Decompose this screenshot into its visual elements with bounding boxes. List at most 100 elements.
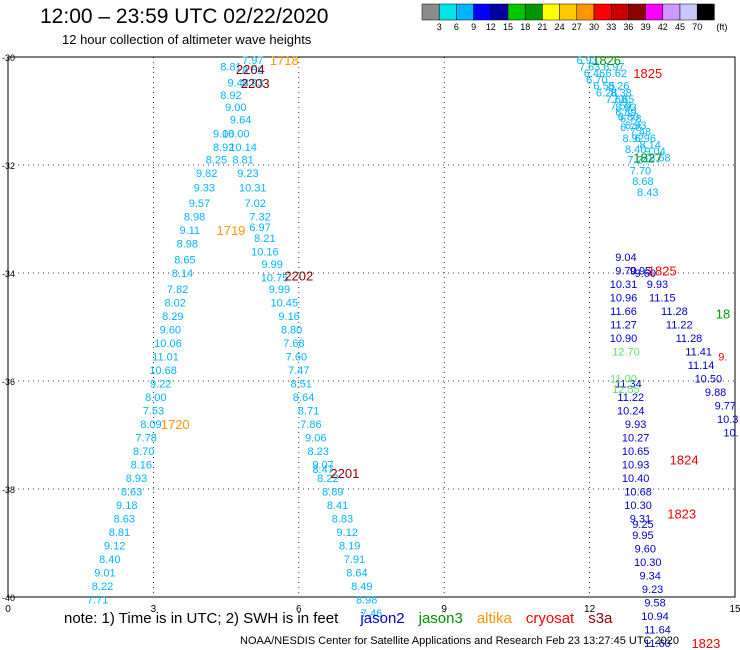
wave-height-value: 9.11: [179, 225, 200, 237]
wave-height-value: 7.82: [167, 284, 188, 296]
wave-height-value: 11.28: [661, 306, 688, 318]
wave-height-value: 8.38: [610, 88, 631, 100]
wave-height-value: 10.30: [624, 500, 652, 512]
wave-height-value: 11.28: [676, 333, 703, 345]
wave-height-value: 8.21: [254, 233, 275, 245]
wave-height-value: 7.48: [630, 127, 651, 139]
wave-height-value: 8.63: [114, 514, 135, 526]
wave-height-value: 10.75: [261, 272, 289, 284]
wave-height-value: 10.14: [229, 142, 257, 154]
wave-height-value: 10.30: [634, 557, 662, 569]
wave-height-value: 9.: [718, 352, 727, 364]
wave-height-value: 7.70: [630, 165, 651, 177]
track-label: 2203: [241, 76, 270, 91]
wave-height-value: 9.77: [715, 400, 736, 412]
wave-height-value: 6.97: [603, 62, 624, 74]
wave-height-value: 10.31: [239, 183, 267, 195]
note-text: note: 1) Time is in UTC; 2) SWH is in fe…: [64, 610, 339, 627]
wave-height-value: 8.40: [625, 144, 646, 156]
wave-height-value: 10.00: [222, 129, 250, 141]
wave-height-value: 9.99: [261, 259, 282, 271]
wave-height-value: 8.65: [174, 255, 195, 267]
x-tick-label: 9: [441, 604, 447, 615]
y-tick-label: -30: [2, 53, 15, 63]
plot-frame: [7, 56, 736, 598]
wave-height-value: 9.16: [278, 311, 299, 323]
wave-height-value: 8.14: [172, 268, 193, 280]
satellite-legend-item: s3a: [588, 610, 613, 627]
wave-height-value: 8.00: [145, 392, 166, 404]
track-label: 18: [716, 307, 730, 322]
wave-height-value: 8.92: [623, 133, 644, 145]
track-label: 1825: [648, 263, 677, 278]
x-tick-label: 0: [5, 604, 11, 615]
track-label: 1825: [633, 66, 662, 81]
wave-height-value: 6.93: [625, 120, 646, 132]
wave-height-value: 9.07: [312, 460, 333, 472]
wave-height-value: 11.01: [152, 352, 179, 364]
wave-height-value: 9.82: [196, 168, 217, 180]
wave-height-value: 8.19: [339, 541, 360, 553]
wave-height-value: 6.78: [620, 114, 641, 126]
wave-height-value: 9.99: [269, 284, 290, 296]
wave-height-value: 9.18: [116, 500, 137, 512]
colorbar-label: 12: [486, 22, 496, 32]
wave-height-value: 9.22: [150, 379, 171, 391]
wave-height-value: 7.65: [613, 94, 634, 106]
wave-height-value: 9.57: [189, 198, 210, 210]
wave-height-value: 10.27: [622, 433, 650, 445]
wave-height-value: 8.49: [351, 581, 372, 593]
wave-height-value: 11.14: [688, 360, 715, 372]
colorbar-label: 36: [623, 22, 633, 32]
wave-height-value: 10.93: [622, 460, 650, 472]
wave-height-value: 6.97: [249, 222, 270, 234]
y-tick-label: -36: [2, 377, 15, 387]
wave-height-value: 9.06: [213, 129, 234, 141]
track-label: 1719: [216, 223, 245, 238]
wave-height-value: 6.28: [596, 88, 617, 100]
wave-height-value: 8.40: [99, 554, 120, 566]
wave-height-value: 8.68: [649, 152, 670, 164]
colorbar-label: 42: [658, 22, 668, 32]
track-label: 1823: [667, 506, 696, 521]
track-label: 2204: [236, 62, 265, 77]
wave-height-value: 7.32: [249, 211, 270, 223]
wave-height-value: 8.09: [140, 419, 161, 431]
wave-height-value: 7.86: [300, 419, 321, 431]
colorbar-unit: (ft): [716, 22, 727, 32]
wave-height-value: 9.93: [647, 279, 668, 291]
wave-height-value: 8.64: [346, 568, 367, 580]
wave-height-value: 8.02: [164, 298, 185, 310]
wave-height-value: 9.01: [94, 568, 115, 580]
wave-height-value: 7.91: [344, 554, 365, 566]
wave-height-value: 10.68: [149, 365, 177, 377]
wave-height-value: 8.59: [242, 65, 263, 77]
colorbar-label: 33: [606, 22, 616, 32]
track-label: 2201: [330, 466, 359, 481]
wave-height-value: 9.34: [639, 570, 660, 582]
wave-height-value: 9.43: [228, 77, 249, 89]
wave-height-value: 11.22: [617, 392, 644, 404]
wave-height-value: 7.24: [627, 155, 648, 167]
wave-height-value: 8.71: [298, 406, 319, 418]
wave-height-value: 9.06: [305, 433, 326, 445]
track-label: 1718: [270, 53, 299, 68]
wave-height-value: 8.92: [213, 142, 234, 154]
wave-height-value: 6.62: [606, 68, 627, 80]
wave-height-value: 8.26: [608, 81, 629, 93]
wave-height-value: 8.93: [242, 77, 263, 89]
wave-height-value: 8.68: [632, 176, 653, 188]
note-line: note: 1) Time is in UTC; 2) SWH is in fe…: [64, 610, 626, 627]
wave-height-value: 6.96: [635, 133, 656, 145]
colorbar-label: 39: [641, 22, 651, 32]
wave-height-value: 7.02: [244, 198, 265, 210]
wave-height-value: 11.60: [644, 638, 671, 650]
satellite-legend-item: jason3: [418, 610, 463, 627]
wave-height-value: 8.89: [322, 487, 343, 499]
colorbar-label: 9: [471, 22, 476, 32]
wave-height-value: 7.60: [286, 352, 307, 364]
wave-height-value: 11.00: [610, 373, 637, 385]
satellite-legend-item: cryosat: [525, 610, 575, 627]
y-tick-label: -34: [2, 269, 15, 279]
